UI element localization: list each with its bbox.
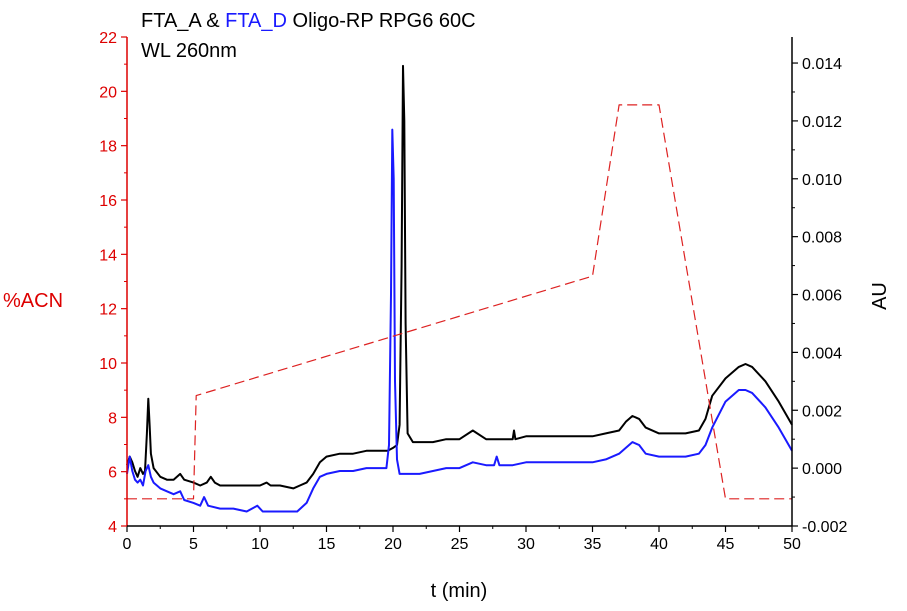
x-tick-label: 20 <box>384 536 402 553</box>
x-tick-label: 0 <box>123 536 132 553</box>
y-left-tick-label: 14 <box>99 247 117 264</box>
y-right-tick-label: -0.002 <box>802 519 847 536</box>
y-left-tick-label: 12 <box>99 302 117 319</box>
x-tick-label: 10 <box>251 536 269 553</box>
y-left-tick-label: 6 <box>108 465 117 482</box>
title-method: Oligo-RP RPG6 60C <box>287 10 476 32</box>
series-line-fta-d <box>126 128 793 513</box>
y-left-tick-label: 4 <box>108 519 117 536</box>
chart-title: FTA_A & FTA_D Oligo-RP RPG6 60C <box>141 10 476 32</box>
y-right-tick-label: 0.002 <box>802 403 842 420</box>
y-right-tick-label: 0.014 <box>802 56 842 73</box>
x-tick-label: 45 <box>717 536 735 553</box>
x-tick-label: 30 <box>517 536 535 553</box>
y-right-tick-label: 0.004 <box>802 345 842 362</box>
x-tick-label: 15 <box>318 536 336 553</box>
y-left-tick-label: 20 <box>99 84 117 101</box>
x-tick-label: 40 <box>650 536 668 553</box>
y-right-tick-label: 0.006 <box>802 288 842 305</box>
chart-subtitle: WL 260nm <box>141 40 237 62</box>
y-left-tick-label: 22 <box>99 30 117 47</box>
y-right-tick-label: 0.012 <box>802 114 842 131</box>
x-tick-label: 50 <box>783 536 801 553</box>
series-line-gradient <box>127 104 792 500</box>
axis-ticks: 0 5 10 15 20 25 30 35 40 45 50 4 6 8 10 12 14 16 18 20 22 -0.… <box>99 30 847 553</box>
x-axis-title: t (min) <box>431 580 488 602</box>
y-left-tick-label: 8 <box>108 410 117 427</box>
y-right-tick-label: 0.000 <box>802 461 842 478</box>
title-series-d: FTA_D <box>225 10 287 32</box>
y-left-tick-label: 16 <box>99 193 117 210</box>
title-series-a: FTA_A <box>141 10 202 32</box>
y-left-tick-label: 10 <box>99 356 117 373</box>
y-right-tick-label: 0.010 <box>802 172 842 189</box>
title-ampersand: & <box>201 10 225 32</box>
series-lines <box>126 64 793 513</box>
x-tick-label: 25 <box>451 536 469 553</box>
x-tick-label: 35 <box>584 536 602 553</box>
y-left-axis-title: %ACN <box>3 290 63 312</box>
x-tick-label: 5 <box>189 536 198 553</box>
y-right-tick-label: 0.008 <box>802 230 842 247</box>
series-line-fta-a <box>126 64 793 490</box>
y-right-axis-title: AU <box>869 282 891 310</box>
y-left-tick-label: 18 <box>99 139 117 156</box>
